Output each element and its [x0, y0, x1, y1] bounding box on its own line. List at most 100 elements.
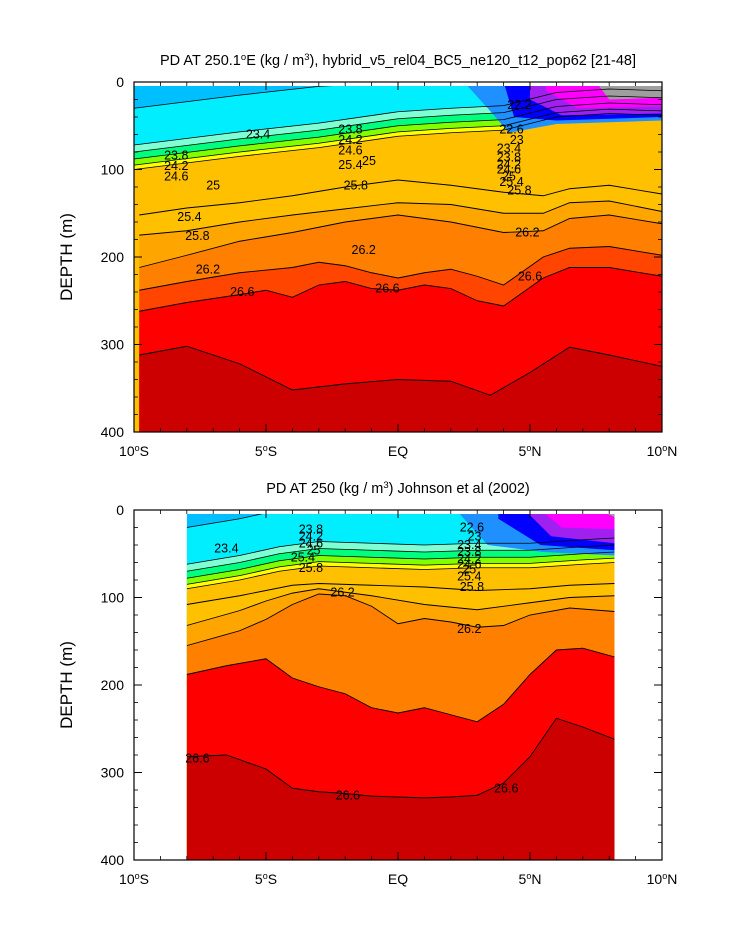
panel-2-ytick-label: 200: [101, 677, 125, 693]
panel-2-xtick-label: 10oN: [647, 871, 678, 887]
panel-1-contour-label: 25.8: [185, 229, 209, 243]
panel-1-contour-label: 24.6: [164, 170, 188, 184]
panel-2-contour-label: 23.8: [457, 545, 481, 559]
panel-2-contour-label: 23: [468, 529, 482, 543]
panel-1-fills: [134, 86, 662, 432]
panel-1-xtick-label: 10oN: [647, 443, 678, 459]
panel-1-contour-label: 25: [362, 154, 376, 168]
panel-1-contour-label: 23.8: [338, 122, 362, 136]
panel-1-ytick-label: 400: [101, 424, 125, 440]
panel-2-fills: [186, 514, 615, 860]
panel-2-contour-label: 25.8: [299, 561, 323, 575]
panel-1-contour-label: 24.2: [338, 133, 362, 147]
panel-1-contour-label: 23.8: [497, 150, 521, 164]
panel-2-contour-label: 22.6: [460, 521, 484, 535]
panel-1-xtick-label: EQ: [388, 443, 408, 459]
panel-2-ytick-label: 0: [116, 502, 124, 518]
panel-2-contour-label: 26.6: [494, 781, 518, 795]
panel-1-contour-line: [139, 345, 662, 396]
panel-2: 23.423.824.224.62525.425.826.226.622.623…: [57, 480, 677, 888]
panel-1-fill-layer: [139, 346, 662, 432]
panel-2-contour-label: 26.2: [457, 622, 481, 636]
panel-1-contour-line: [139, 200, 662, 236]
panel-2-contour-line: [186, 562, 615, 590]
panel-2-contour-line: [186, 551, 615, 579]
panel-2-contour-label: 25: [462, 563, 476, 577]
panel-1-contour-label: 26.2: [352, 243, 376, 257]
panel-1-ytick-label: 100: [101, 162, 125, 178]
panel-2-ytick-label: 100: [101, 590, 125, 606]
panel-1-contour-label: 25.4: [499, 175, 523, 189]
panel-2-contour-label: 23.4: [457, 538, 481, 552]
panel-1-contour-line: [134, 113, 662, 170]
panel-2-contour-label: 26.6: [185, 752, 209, 766]
panel-2-contour-line: [186, 647, 615, 723]
panel-1-contour-label: 25.8: [344, 178, 368, 192]
panel-1-contour-line: [134, 95, 662, 153]
panel-1-xtick-label: 10oS: [119, 443, 149, 459]
panel-2-contour-line: [186, 557, 615, 585]
panel-2-fill-patch: [545, 514, 615, 530]
panel-1-contour-label: 23: [510, 133, 524, 147]
panel-1-contour-label: 22.6: [499, 122, 523, 136]
panel-2-contour-label: 23.8: [299, 522, 323, 536]
panel-2-ytick-label: 300: [101, 765, 125, 781]
panel-2-contour-line: [186, 717, 615, 799]
panel-2-ytick-label: 400: [101, 852, 125, 868]
panel-1-ylabel: DEPTH (m): [57, 213, 76, 301]
panel-1-xtick-label: 5oN: [519, 443, 542, 459]
panel-1-xtick-label: 5oS: [255, 443, 277, 459]
panel-1-contour-label: 25: [206, 178, 220, 192]
panel-2-contour-label: 25: [307, 543, 321, 557]
panel-2-title: PD AT 250 (kg / m3) Johnson et al (2002): [266, 480, 529, 498]
panel-1-title: PD AT 250.1oE (kg / m3), hybrid_v5_rel04…: [160, 52, 636, 70]
panel-1-contour-line: [139, 214, 662, 268]
panel-2-contour-line: [186, 583, 615, 605]
panel-1-ytick-label: 200: [101, 249, 125, 265]
panel-2-contour-label: 24.2: [299, 529, 323, 543]
panel-1-contour-label: 23.4: [246, 128, 270, 142]
panel-1-contour-label: 25.4: [177, 210, 201, 224]
panel-1-contour-line: [139, 267, 662, 312]
panel-2-contour-line: [186, 588, 615, 626]
panel-1-contour-line: [134, 86, 333, 109]
panel-2-ylabel: DEPTH (m): [57, 641, 76, 729]
panel-2-contour-label: 24.6: [299, 536, 323, 550]
panel-1-contour-label: 25.8: [507, 184, 531, 198]
panel-1-contour-label: 26.6: [375, 282, 399, 296]
panel-1-contour-label: 26.2: [196, 262, 220, 276]
panel-2-contour-label: 25.4: [291, 550, 315, 564]
panel-2-fill-layer: [186, 718, 615, 860]
panel-1-contour-line: [134, 108, 662, 166]
panel-2-contour-line: [186, 544, 615, 572]
panel-1-contour-label: 24.2: [497, 157, 521, 171]
panel-1-contour-label: 23.4: [497, 142, 521, 156]
panel-2-xtick-label: 5oS: [255, 871, 277, 887]
panel-2-contour-label: 24.6: [457, 557, 481, 571]
panel-2-contour-label: 26.6: [336, 788, 360, 802]
panel-1-contour-label: 26.6: [230, 285, 254, 299]
panel-1-contour-label: 24.6: [497, 163, 521, 177]
panel-1-contour-label: 23.8: [164, 149, 188, 163]
panel-2-xtick-label: EQ: [388, 871, 408, 887]
panel-2-contour-label: 23.4: [214, 542, 238, 556]
panel-1-contour-label: 26.6: [518, 269, 542, 283]
panel-2-contour-line: [186, 537, 615, 565]
panel-1-ytick-label: 0: [116, 74, 124, 90]
panel-1-contour-line: [134, 102, 662, 160]
panel-1-contour-line: [134, 88, 662, 146]
panel-2-contour-label: 24.2: [457, 552, 481, 566]
panel-2-contour-line: [186, 514, 263, 528]
panel-2-fill-patch: [607, 514, 615, 517]
panel-2-xtick-label: 10oS: [119, 871, 149, 887]
panel-1-contour-line: [139, 179, 662, 216]
panel-1-contour-label: 26.2: [515, 226, 539, 240]
panel-1-contour-line: [139, 246, 662, 291]
panel-1-contour-label: 25: [502, 170, 516, 184]
panel-1: 23.423.824.224.62525.425.826.226.623.824…: [57, 52, 677, 460]
panel-1-contour-label: 22.2: [507, 98, 531, 112]
panel-2-contour-line: [186, 593, 615, 647]
panel-1-ytick-label: 300: [101, 337, 125, 353]
panel-1-contour-label: 25.4: [338, 158, 362, 172]
